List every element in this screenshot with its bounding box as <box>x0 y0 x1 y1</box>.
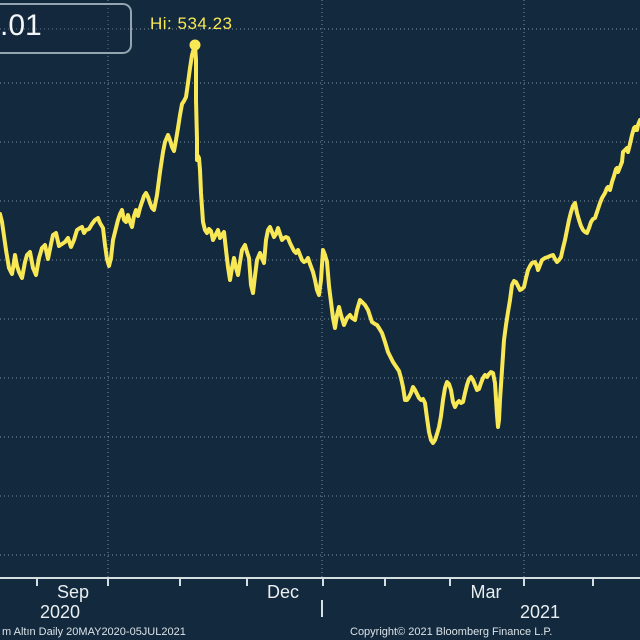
x-axis-year-label: 2021 <box>519 602 561 622</box>
high-marker-dot <box>189 39 201 51</box>
chart-footer-security-info: m Altın Daily 20MAY2020-05JUL2021 <box>2 626 186 638</box>
price-line <box>0 43 640 445</box>
x-axis-month-label: Mar <box>470 582 502 602</box>
x-axis-month-label: Sep <box>56 582 90 602</box>
x-axis-year-label: 2020 <box>39 602 81 622</box>
x-axis-month-label: Dec <box>266 582 300 602</box>
chart-footer-copyright: Copyright© 2021 Bloomberg Finance L.P. <box>350 626 553 638</box>
price-level-box-value: .01 <box>0 9 42 42</box>
high-annotation-label: Hi: 534.23 <box>150 14 233 33</box>
price-level-box <box>0 3 132 54</box>
